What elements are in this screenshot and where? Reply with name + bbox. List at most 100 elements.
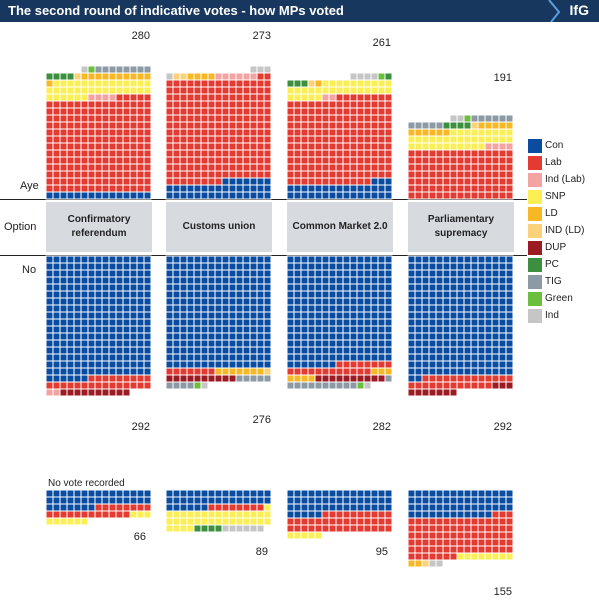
no-cell-con — [314, 339, 323, 348]
aye-cell-lab — [456, 191, 465, 200]
aye-cell-lab — [435, 191, 444, 200]
no-cell-con — [484, 290, 493, 299]
no-cell-con — [407, 276, 416, 285]
aye-cell-con — [249, 184, 258, 193]
aye-cell-lab — [435, 177, 444, 186]
aye-cell-lab — [484, 149, 493, 158]
no-vote-cell-lab — [470, 531, 479, 540]
no-cell-con — [66, 262, 75, 271]
no-cell-con — [242, 311, 251, 320]
no-cell-con — [136, 360, 145, 369]
no-cell-con — [193, 262, 202, 271]
no-cell-con — [335, 325, 344, 334]
aye-cell-lab — [321, 100, 330, 109]
no-vote-cell-con — [193, 489, 202, 498]
no-cell-con — [407, 297, 416, 306]
no-vote-cell-snp — [136, 510, 145, 519]
no-cell-con — [136, 290, 145, 299]
aye-cell-lab — [307, 163, 316, 172]
aye-cell-lab — [87, 135, 96, 144]
no-cell-con — [407, 262, 416, 271]
aye-cell-snp — [59, 79, 68, 88]
aye-cell-snp — [143, 79, 152, 88]
aye-cell-lab — [66, 107, 75, 116]
aye-cell-lab — [221, 107, 230, 116]
no-cell-con — [491, 360, 500, 369]
aye-cell-lab — [377, 142, 386, 151]
no-cell-con — [242, 269, 251, 278]
no-vote-cell-con — [428, 496, 437, 505]
no-vote-cell-lab — [449, 538, 458, 547]
no-cell-con — [456, 318, 465, 327]
no-cell-con — [235, 297, 244, 306]
no-cell-con — [421, 283, 430, 292]
no-cell-con — [221, 283, 230, 292]
no-cell-green — [356, 381, 365, 390]
no-cell-con — [129, 297, 138, 306]
aye-cell-lab — [80, 163, 89, 172]
no-cell-con — [172, 360, 181, 369]
no-vote-cell-con — [80, 496, 89, 505]
no-vote-cell-con — [456, 510, 465, 519]
no-cell-con — [349, 262, 358, 271]
aye-cell-tig — [122, 65, 131, 74]
no-cell-lab — [321, 367, 330, 376]
no-cell-con — [52, 353, 61, 362]
aye-cell-green — [87, 65, 96, 74]
aye-cell-lab — [179, 79, 188, 88]
aye-cell-lab — [307, 128, 316, 137]
no-cell-lab — [356, 360, 365, 369]
no-vote-cell-lab — [442, 552, 451, 561]
no-vote-cell-lab — [498, 510, 507, 519]
no-cell-con — [87, 332, 96, 341]
aye-cell-lab — [52, 135, 61, 144]
no-cell-con — [484, 339, 493, 348]
no-vote-cell-con — [235, 489, 244, 498]
no-vote-cell-lab — [108, 510, 117, 519]
no-cell-con — [115, 353, 124, 362]
no-cell-lab — [428, 374, 437, 383]
no-vote-cell-lab — [122, 510, 131, 519]
aye-cell-con — [221, 191, 230, 200]
no-vote-cell-lab — [463, 538, 472, 547]
no-cell-con — [221, 353, 230, 362]
aye-cell-con — [370, 184, 379, 193]
no-cell-con — [214, 311, 223, 320]
aye-cell-ind-lab- — [221, 72, 230, 81]
no-cell-con — [456, 346, 465, 355]
no-cell-con — [321, 304, 330, 313]
aye-cell-snp — [384, 79, 393, 88]
aye-cell-lab — [349, 163, 358, 172]
no-vote-cell-con — [186, 489, 195, 498]
no-cell-con — [286, 346, 295, 355]
no-cell-con — [122, 353, 131, 362]
no-vote-cell-con — [435, 496, 444, 505]
no-vote-cell-con — [421, 496, 430, 505]
aye-cell-con — [263, 177, 272, 186]
no-cell-con — [242, 290, 251, 299]
no-vote-cell-con — [293, 496, 302, 505]
no-cell-con — [384, 332, 393, 341]
no-cell-con — [200, 297, 209, 306]
no-vote-cell-lab — [370, 510, 379, 519]
no-cell-con — [435, 367, 444, 376]
no-cell-con — [45, 318, 54, 327]
no-cell-con — [463, 283, 472, 292]
no-vote-cell-lab — [491, 517, 500, 526]
no-vote-cell-con — [384, 489, 393, 498]
aye-cell-lab — [349, 156, 358, 165]
no-cell-con — [377, 318, 386, 327]
aye-cell-lab — [370, 135, 379, 144]
no-cell-con — [456, 262, 465, 271]
aye-cell-lab — [193, 121, 202, 130]
no-cell-con — [256, 255, 265, 264]
aye-cell-lab — [349, 128, 358, 137]
no-cell-con — [300, 360, 309, 369]
aye-cell-lab — [207, 86, 216, 95]
no-cell-con — [491, 255, 500, 264]
no-cell-con — [428, 276, 437, 285]
legend-swatch — [528, 207, 542, 221]
no-cell-con — [143, 339, 152, 348]
no-cell-con — [263, 311, 272, 320]
no-cell-con — [87, 311, 96, 320]
